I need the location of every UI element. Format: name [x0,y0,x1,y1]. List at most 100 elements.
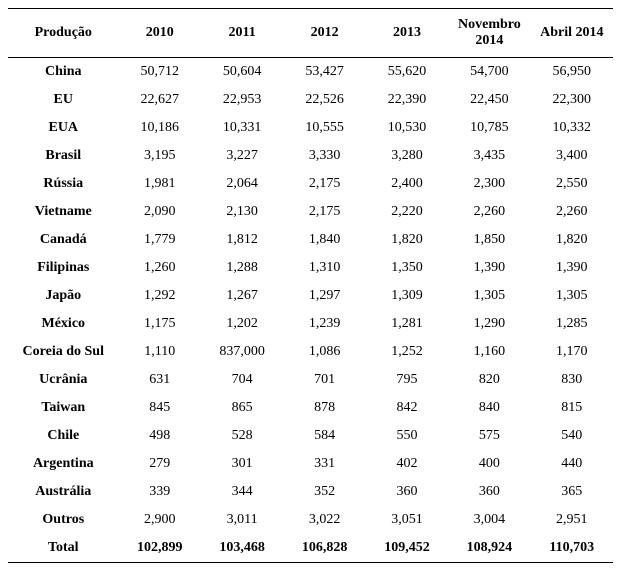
cell-value: 1,840 [283,226,365,254]
total-value: 109,452 [366,534,448,563]
cell-value: 1,305 [448,282,530,310]
cell-value: 3,004 [448,506,530,534]
row-name: Chile [8,422,119,450]
table-row: Japão1,2921,2671,2971,3091,3051,305 [8,282,613,310]
row-name: México [8,310,119,338]
cell-value: 331 [283,450,365,478]
cell-value: 1,812 [201,226,283,254]
cell-value: 344 [201,478,283,506]
cell-value: 22,450 [448,86,530,114]
cell-value: 3,280 [366,142,448,170]
row-name: Vietname [8,198,119,226]
col-header-2012: 2012 [283,9,365,58]
cell-value: 10,331 [201,114,283,142]
row-name: Austrália [8,478,119,506]
cell-value: 301 [201,450,283,478]
cell-value: 1,170 [531,338,613,366]
cell-value: 795 [366,366,448,394]
cell-value: 1,981 [119,170,201,198]
cell-value: 50,604 [201,58,283,87]
cell-value: 498 [119,422,201,450]
table-row: Argentina279301331402400440 [8,450,613,478]
table-row: Taiwan845865878842840815 [8,394,613,422]
cell-value: 3,400 [531,142,613,170]
cell-value: 701 [283,366,365,394]
cell-value: 878 [283,394,365,422]
table-row: EU22,62722,95322,52622,39022,45022,300 [8,86,613,114]
cell-value: 339 [119,478,201,506]
total-label: Total [8,534,119,563]
cell-value: 365 [531,478,613,506]
cell-value: 1,239 [283,310,365,338]
cell-value: 1,252 [366,338,448,366]
cell-value: 440 [531,450,613,478]
row-name: EU [8,86,119,114]
col-header-abr2014: Abril 2014 [531,9,613,58]
cell-value: 2,260 [448,198,530,226]
cell-value: 1,285 [531,310,613,338]
cell-value: 3,435 [448,142,530,170]
cell-value: 2,090 [119,198,201,226]
cell-value: 1,310 [283,254,365,282]
cell-value: 2,951 [531,506,613,534]
table-row: China50,71250,60453,42755,62054,70056,95… [8,58,613,87]
row-name: Coreia do Sul [8,338,119,366]
cell-value: 1,260 [119,254,201,282]
total-value: 102,899 [119,534,201,563]
cell-value: 2,400 [366,170,448,198]
table-row: Vietname2,0902,1302,1752,2202,2602,260 [8,198,613,226]
table-row: Coreia do Sul1,110837,0001,0861,2521,160… [8,338,613,366]
cell-value: 815 [531,394,613,422]
col-header-producao: Produção [8,9,119,58]
table-total-row: Total102,899103,468106,828109,452108,924… [8,534,613,563]
cell-value: 3,227 [201,142,283,170]
col-header-2011: 2011 [201,9,283,58]
cell-value: 1,288 [201,254,283,282]
cell-value: 1,175 [119,310,201,338]
cell-value: 704 [201,366,283,394]
table-row: Filipinas1,2601,2881,3101,3501,3901,390 [8,254,613,282]
cell-value: 50,712 [119,58,201,87]
cell-value: 3,022 [283,506,365,534]
cell-value: 2,550 [531,170,613,198]
cell-value: 2,130 [201,198,283,226]
cell-value: 22,526 [283,86,365,114]
row-name: Outros [8,506,119,534]
col-header-nov2014-line2: 2014 [450,33,528,49]
col-header-nov2014-line1: Novembro [450,17,528,33]
cell-value: 400 [448,450,530,478]
cell-value: 865 [201,394,283,422]
cell-value: 10,186 [119,114,201,142]
cell-value: 53,427 [283,58,365,87]
table-row: Outros2,9003,0113,0223,0513,0042,951 [8,506,613,534]
cell-value: 56,950 [531,58,613,87]
cell-value: 3,195 [119,142,201,170]
table-row: Chile498528584550575540 [8,422,613,450]
cell-value: 402 [366,450,448,478]
cell-value: 1,350 [366,254,448,282]
cell-value: 54,700 [448,58,530,87]
cell-value: 1,779 [119,226,201,254]
cell-value: 1,390 [448,254,530,282]
cell-value: 10,332 [531,114,613,142]
cell-value: 10,530 [366,114,448,142]
cell-value: 352 [283,478,365,506]
row-name: Rússia [8,170,119,198]
cell-value: 2,175 [283,198,365,226]
cell-value: 1,202 [201,310,283,338]
cell-value: 1,309 [366,282,448,310]
row-name: Canadá [8,226,119,254]
cell-value: 1,305 [531,282,613,310]
row-name: Ucrânia [8,366,119,394]
row-name: Taiwan [8,394,119,422]
cell-value: 22,953 [201,86,283,114]
cell-value: 1,850 [448,226,530,254]
cell-value: 840 [448,394,530,422]
table-row: EUA10,18610,33110,55510,53010,78510,332 [8,114,613,142]
cell-value: 22,390 [366,86,448,114]
table-row: Rússia1,9812,0642,1752,4002,3002,550 [8,170,613,198]
total-value: 103,468 [201,534,283,563]
cell-value: 2,175 [283,170,365,198]
table-row: México1,1751,2021,2391,2811,2901,285 [8,310,613,338]
cell-value: 584 [283,422,365,450]
